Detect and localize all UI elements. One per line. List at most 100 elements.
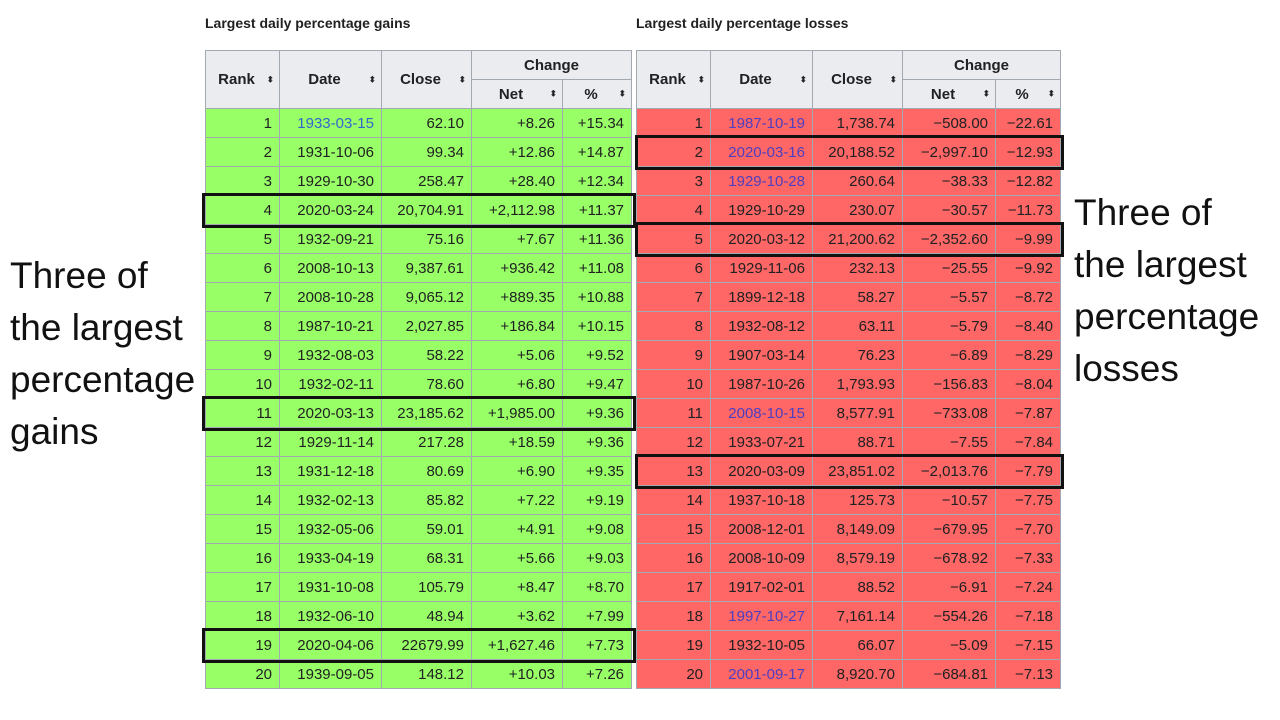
- close-cell: 2,027.85: [381, 311, 472, 341]
- net-header[interactable]: Net ⬍: [902, 79, 996, 109]
- table-row: 15 1932-05-06 59.01 +4.91 +9.08: [205, 514, 633, 544]
- table-row: 6 1929-11-06 232.13 −25.55 −9.92: [636, 253, 1062, 283]
- table-row: 17 1917-02-01 88.52 −6.91 −7.24: [636, 572, 1062, 602]
- sort-arrows-icon[interactable]: ⬍: [266, 74, 274, 84]
- table-row: 1 1987-10-19 1,738.74 −508.00 −22.61: [636, 108, 1062, 138]
- date-cell: 1931-12-18: [279, 456, 382, 486]
- net-cell: −6.89: [902, 340, 996, 370]
- table-row: 8 1932-08-12 63.11 −5.79 −8.40: [636, 311, 1062, 341]
- close-cell: 8,579.19: [812, 543, 903, 573]
- date-header[interactable]: Date ⬍: [279, 50, 382, 109]
- date-cell[interactable]: 1933-03-15: [279, 108, 382, 138]
- table-row: 10 1987-10-26 1,793.93 −156.83 −8.04: [636, 369, 1062, 399]
- rank-cell: 15: [205, 514, 280, 544]
- date-cell[interactable]: 1987-10-19: [710, 108, 813, 138]
- close-cell: 23,851.02: [812, 456, 903, 486]
- table-row: 3 1929-10-28 260.64 −38.33 −12.82: [636, 166, 1062, 196]
- table-row: 7 2008-10-28 9,065.12 +889.35 +10.88: [205, 282, 633, 312]
- date-cell: 1932-08-03: [279, 340, 382, 370]
- pct-cell: −7.70: [994, 514, 1062, 544]
- pct-header[interactable]: % ⬍: [994, 79, 1062, 109]
- rank-cell: 7: [636, 282, 711, 312]
- date-cell[interactable]: 2001-09-17: [710, 659, 813, 689]
- sort-arrows-icon[interactable]: ⬍: [889, 74, 897, 84]
- date-cell: 2020-03-24: [279, 195, 382, 225]
- close-header[interactable]: Close ⬍: [812, 50, 903, 109]
- net-cell: +28.40: [471, 166, 563, 196]
- date-cell[interactable]: 2020-03-16: [710, 137, 813, 167]
- sort-arrows-icon[interactable]: ⬍: [618, 88, 627, 99]
- rank-cell: 1: [636, 108, 711, 138]
- sort-arrows-icon[interactable]: ⬍: [368, 74, 376, 84]
- annotation-line: the largest: [10, 307, 183, 348]
- table-row: 20 1939-09-05 148.12 +10.03 +7.26: [205, 659, 633, 689]
- sort-arrows-icon[interactable]: ⬍: [697, 74, 705, 84]
- pct-cell: −8.40: [994, 311, 1062, 341]
- date-cell: 1933-07-21: [710, 427, 813, 457]
- date-cell[interactable]: 1929-10-28: [710, 166, 813, 196]
- date-cell: 1932-05-06: [279, 514, 382, 544]
- losses-table: Rank ⬍ Date ⬍ Close ⬍ Change Net ⬍ % ⬍ 1 1987-…: [636, 50, 1062, 689]
- table-row: 14 1937-10-18 125.73 −10.57 −7.75: [636, 485, 1062, 515]
- table-row: 18 1932-06-10 48.94 +3.62 +7.99: [205, 601, 633, 631]
- close-cell: 66.07: [812, 630, 903, 660]
- rank-cell: 10: [636, 369, 711, 399]
- date-cell: 1931-10-06: [279, 137, 382, 167]
- date-header[interactable]: Date ⬍: [710, 50, 813, 109]
- date-cell: 2020-03-12: [710, 224, 813, 254]
- table-row: 17 1931-10-08 105.79 +8.47 +8.70: [205, 572, 633, 602]
- rank-cell: 20: [636, 659, 711, 689]
- rank-header[interactable]: Rank ⬍: [636, 50, 711, 109]
- pct-header[interactable]: % ⬍: [561, 79, 633, 109]
- pct-cell: −11.73: [994, 195, 1062, 225]
- close-cell: 20,188.52: [812, 137, 903, 167]
- net-header[interactable]: Net ⬍: [471, 79, 563, 109]
- table-row: 5 1932-09-21 75.16 +7.67 +11.36: [205, 224, 633, 254]
- close-header[interactable]: Close ⬍: [381, 50, 472, 109]
- rank-cell: 10: [205, 369, 280, 399]
- sort-arrows-icon[interactable]: ⬍: [982, 88, 990, 99]
- pct-cell: −8.29: [994, 340, 1062, 370]
- rank-cell: 16: [636, 543, 711, 573]
- pct-cell: −8.04: [994, 369, 1062, 399]
- table-row: 18 1997-10-27 7,161.14 −554.26 −7.18: [636, 601, 1062, 631]
- table-row: 12 1929-11-14 217.28 +18.59 +9.36: [205, 427, 633, 457]
- annotation-line: Three of: [1074, 192, 1212, 233]
- close-cell: 20,704.91: [381, 195, 472, 225]
- date-cell: 2008-10-28: [279, 282, 382, 312]
- date-cell[interactable]: 2008-10-15: [710, 398, 813, 428]
- losses-annotation: Three of the largest percentage losses: [1074, 187, 1259, 395]
- net-cell: −30.57: [902, 195, 996, 225]
- net-cell: +6.90: [471, 456, 563, 486]
- net-cell: +186.84: [471, 311, 563, 341]
- pct-cell: −8.72: [994, 282, 1062, 312]
- pct-cell: +8.70: [561, 572, 633, 602]
- rank-cell: 12: [636, 427, 711, 457]
- annotation-line: percentage: [10, 359, 196, 400]
- close-cell: 75.16: [381, 224, 472, 254]
- annotation-line: losses: [1074, 348, 1179, 389]
- rank-header[interactable]: Rank ⬍: [205, 50, 280, 109]
- sort-arrows-icon[interactable]: ⬍: [549, 88, 557, 99]
- pct-cell: −7.87: [994, 398, 1062, 428]
- net-cell: +1,985.00: [471, 398, 563, 428]
- sort-arrows-icon[interactable]: ⬍: [799, 74, 807, 84]
- close-cell: 21,200.62: [812, 224, 903, 254]
- date-cell[interactable]: 1997-10-27: [710, 601, 813, 631]
- change-header: Change: [470, 50, 633, 80]
- pct-cell: +7.99: [561, 601, 633, 631]
- date-cell: 2008-10-13: [279, 253, 382, 283]
- pct-cell: −7.18: [994, 601, 1062, 631]
- pct-cell: −7.75: [994, 485, 1062, 515]
- pct-cell: +9.03: [561, 543, 633, 573]
- pct-cell: +9.36: [561, 427, 633, 457]
- net-cell: +2,112.98: [471, 195, 563, 225]
- sort-arrows-icon[interactable]: ⬍: [458, 74, 466, 84]
- close-cell: 232.13: [812, 253, 903, 283]
- date-cell: 2008-10-09: [710, 543, 813, 573]
- table-row: 3 1929-10-30 258.47 +28.40 +12.34: [205, 166, 633, 196]
- sort-arrows-icon[interactable]: ⬍: [1047, 88, 1056, 99]
- date-cell: 1939-09-05: [279, 659, 382, 689]
- pct-cell: +11.37: [561, 195, 633, 225]
- pct-cell: +11.36: [561, 224, 633, 254]
